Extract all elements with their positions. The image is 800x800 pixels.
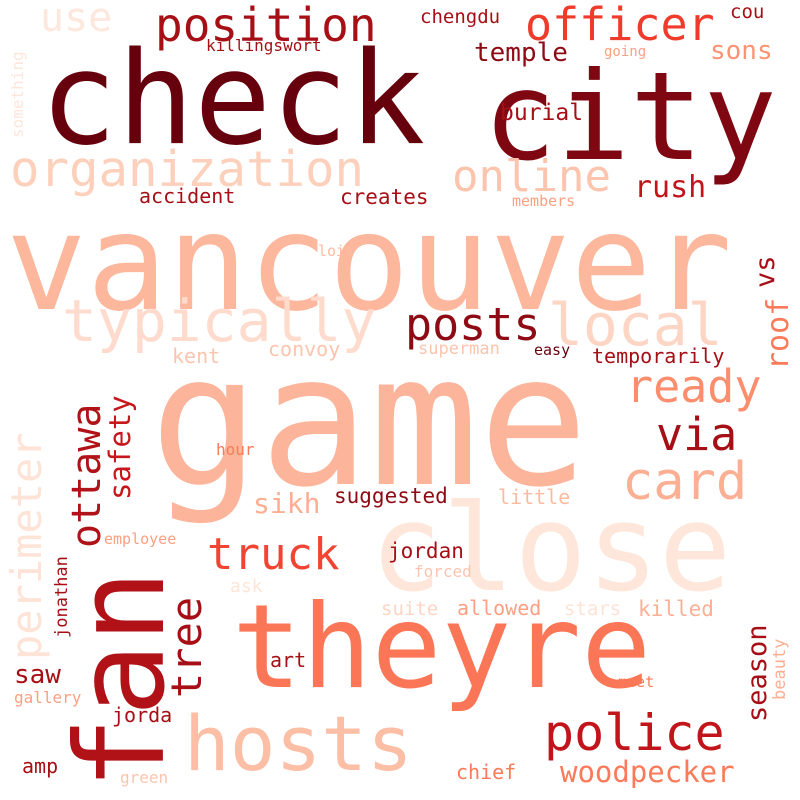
word-beauty: beauty	[770, 638, 790, 700]
word-easy: easy	[534, 341, 571, 359]
word-accident: accident	[139, 184, 236, 208]
word-use: use	[40, 0, 113, 41]
word-close: close	[370, 480, 732, 619]
word-killed: killed	[638, 597, 714, 621]
word-lois: lois	[318, 242, 355, 260]
word-vs: vs	[750, 255, 781, 288]
word-stars: stars	[564, 598, 622, 620]
word-jonathan: jonathan	[52, 556, 72, 638]
word-going: going	[604, 44, 647, 60]
word-position: position	[155, 0, 377, 52]
word-meet: meet	[618, 673, 655, 691]
word-perimeter: perimeter	[2, 432, 51, 660]
word-jordan: jordan	[388, 539, 464, 563]
word-cou: cou	[730, 1, 765, 23]
word-gallery: gallery	[14, 688, 82, 707]
word-check: check	[40, 25, 426, 174]
word-employee: employee	[104, 530, 177, 548]
word-woodpecker: woodpecker	[560, 755, 735, 789]
word-game: game	[150, 315, 589, 527]
word-saw: saw	[14, 660, 61, 690]
word-creates: creates	[340, 185, 429, 209]
word-kent: kent	[172, 344, 221, 368]
word-art: art	[270, 648, 307, 672]
word-amp: amp	[22, 754, 59, 778]
word-typically: typically	[62, 287, 377, 355]
word-truck: truck	[207, 529, 340, 580]
word-forced: forced	[414, 562, 472, 581]
word-allowed: allowed	[457, 596, 542, 620]
word-organization: organization	[10, 141, 365, 198]
word-burial: burial	[500, 100, 584, 126]
word-roof: roof	[761, 297, 796, 370]
word-killingswort: killingswort	[206, 36, 322, 55]
word-online: online	[452, 151, 611, 202]
word-ask: ask	[230, 576, 263, 597]
word-tree: tree	[162, 596, 211, 698]
word-members: members	[512, 192, 576, 210]
word-officer: officer	[525, 0, 715, 51]
word-something: something	[8, 51, 27, 138]
word-hosts: hosts	[184, 699, 413, 788]
word-local: local	[548, 291, 723, 359]
word-ready: ready	[626, 360, 762, 413]
word-little: little	[498, 485, 571, 509]
word-temporarily: temporarily	[592, 344, 725, 368]
word-green: green	[120, 768, 169, 787]
word-season: season	[742, 624, 773, 722]
word-sons: sons	[710, 36, 773, 66]
word-posts: posts	[405, 298, 541, 351]
word-theyre: theyre	[232, 580, 652, 715]
word-convoy: convoy	[268, 337, 341, 361]
word-police: police	[544, 704, 725, 762]
word-vancouver: vancouver	[6, 185, 733, 341]
word-superman: superman	[418, 339, 500, 359]
word-ottawa: ottawa	[64, 403, 110, 549]
word-card: card	[622, 452, 748, 512]
word-chengdu: chengdu	[420, 6, 501, 28]
word-hour: hour	[216, 440, 255, 459]
word-temple: temple	[474, 38, 568, 68]
word-rush: rush	[634, 170, 707, 205]
word-city: city	[483, 46, 777, 188]
word-jorda: jorda	[112, 703, 173, 727]
word-via: via	[656, 408, 738, 461]
word-suite: suite	[381, 598, 439, 620]
word-suggested: suggested	[334, 484, 448, 508]
word-safety: safety	[103, 395, 137, 500]
word-sikh: sikh	[253, 487, 321, 520]
word-chief: chief	[456, 760, 517, 784]
